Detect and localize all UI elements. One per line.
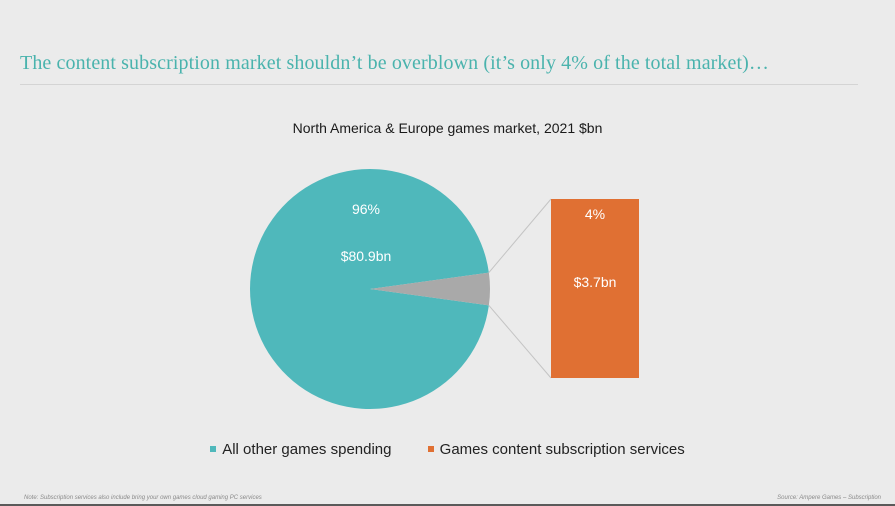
- bar-label-value-subscription: $3.7bn: [574, 274, 617, 290]
- pie-label-percent-other: 96%: [352, 201, 380, 217]
- pie-slice-subscription: [370, 272, 490, 306]
- bottom-border: [0, 504, 895, 506]
- chart-title: North America & Europe games market, 202…: [292, 120, 603, 136]
- pie-slice-other: [250, 168, 489, 409]
- legend-item-subscription: Games content subscription services: [427, 440, 685, 458]
- footnote-note: Note: Subscription services also include…: [24, 495, 262, 501]
- footnote-source: Source: Ampere Games – Subscription: [777, 495, 881, 501]
- connector-line-top: [488, 198, 552, 273]
- chart-legend: All other games spending Games content s…: [0, 439, 895, 458]
- breakout-bar: [551, 199, 639, 378]
- connector-line-bottom: [488, 305, 552, 379]
- slide-title: The content subscription market shouldn’…: [20, 52, 770, 74]
- legend-label-subscription: Games content subscription services: [439, 440, 685, 458]
- legend-label-other: All other games spending: [222, 440, 392, 458]
- legend-swatch-orange: [427, 446, 434, 452]
- legend-item-other: All other games spending: [210, 440, 392, 458]
- title-divider: [20, 84, 858, 85]
- bar-label-percent-subscription: 4%: [585, 206, 605, 222]
- pie-label-value-other: $80.9bn: [341, 248, 392, 264]
- legend-swatch-teal: [210, 446, 217, 452]
